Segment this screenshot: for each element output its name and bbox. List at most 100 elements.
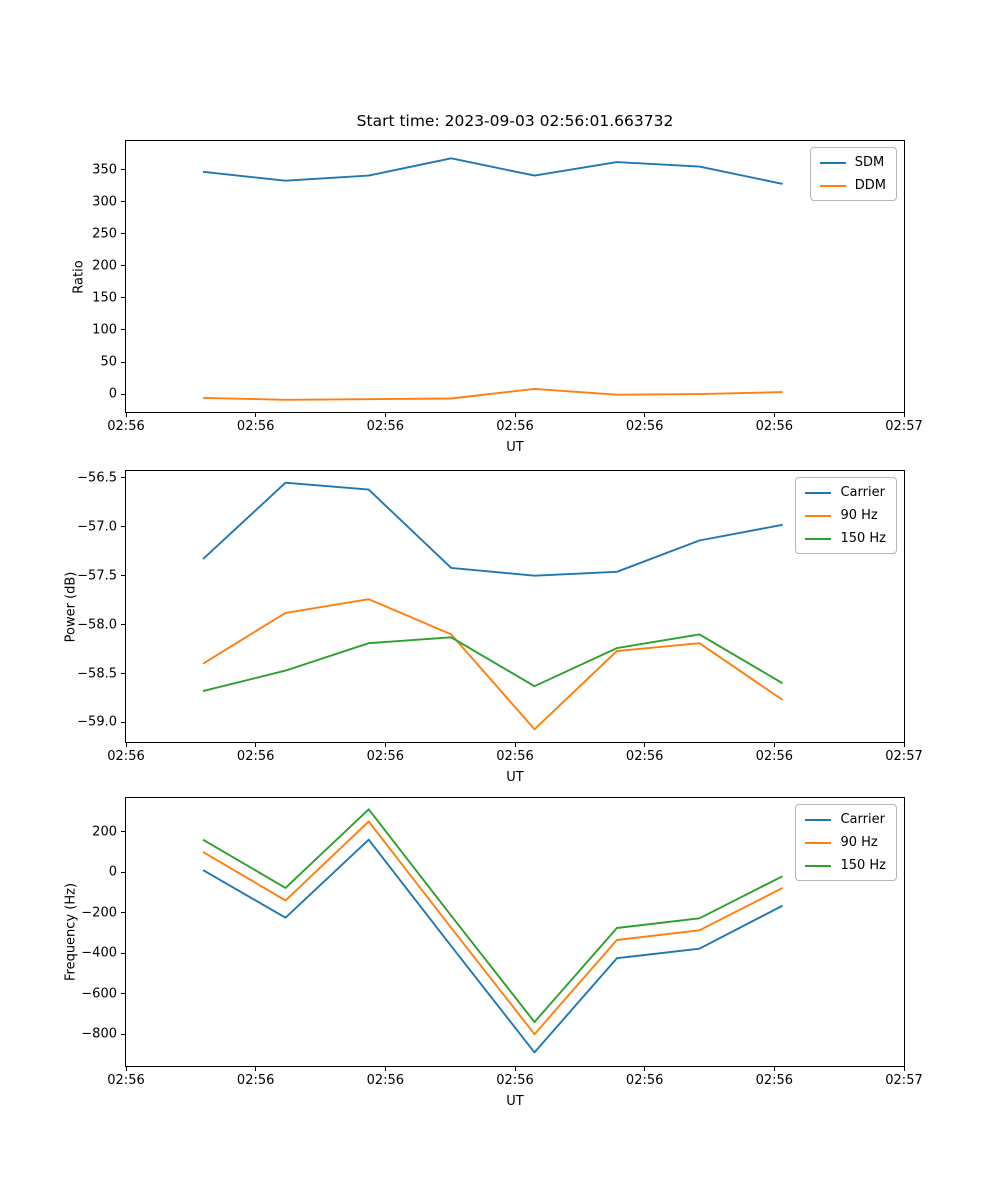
legend-line-sample	[805, 864, 832, 867]
legend-label: Carrier	[840, 812, 885, 827]
x-tick-label: 02:56	[366, 749, 405, 764]
legend-line-sample	[805, 841, 832, 844]
axes-box: 02:56 02:56 02:56 02:56 02:56 02:56 02:57 200 0 −…	[81, 797, 923, 1088]
x-tick-label: 02:56	[107, 419, 145, 434]
y-tick-mark	[121, 575, 125, 577]
line-series-svg	[202, 157, 783, 401]
series-line-carrier	[202, 838, 784, 1054]
legend-entry: 90 Hz	[805, 508, 886, 523]
series-line-sdm	[202, 157, 783, 185]
y-tick-mark	[121, 624, 125, 626]
x-axis-label: UT	[506, 1094, 524, 1109]
legend-line-sample	[805, 537, 832, 540]
x-tick-mark	[773, 1067, 775, 1071]
x-tick-label: 02:57	[885, 749, 923, 764]
x-tick-mark	[514, 1067, 516, 1071]
legend: SDM DDM	[809, 147, 897, 201]
y-tick-label: 150	[92, 290, 117, 306]
legend-entry: DDM	[819, 178, 886, 193]
x-tick-mark	[125, 743, 127, 747]
x-tick-label: 02:56	[755, 419, 794, 434]
legend-line-sample	[819, 184, 846, 187]
legend-label: Carrier	[840, 485, 885, 500]
x-tick-mark	[255, 1067, 257, 1071]
legend-line-sample	[805, 818, 832, 821]
y-tick-mark	[121, 1033, 125, 1035]
x-tick-label: 02:56	[496, 419, 534, 434]
x-axis-label: UT	[506, 440, 524, 455]
y-tick-mark	[121, 297, 125, 299]
legend: Carrier 90 Hz 150 Hz	[795, 804, 897, 881]
legend-entry: Carrier	[805, 485, 886, 500]
legend-label: 150 Hz	[840, 531, 886, 546]
legend-line-sample	[805, 514, 832, 517]
series-line-ddm	[202, 387, 783, 401]
x-tick-label: 02:56	[755, 1073, 794, 1088]
line-series-svg	[202, 808, 784, 1054]
x-tick-mark	[644, 413, 646, 417]
y-tick-mark	[121, 265, 125, 267]
x-tick-label: 02:56	[366, 419, 405, 434]
x-tick-mark	[773, 743, 775, 747]
x-tick-mark	[514, 743, 516, 747]
legend-line-sample	[805, 491, 832, 494]
series-line-150-hz	[202, 808, 784, 1023]
y-tick-label: −600	[81, 986, 117, 1002]
legend-entry: SDM	[819, 155, 886, 170]
x-tick-mark	[255, 743, 257, 747]
x-tick-mark	[384, 743, 386, 747]
y-tick-label: 200	[92, 824, 117, 840]
legend: Carrier 90 Hz 150 Hz	[795, 477, 897, 554]
y-tick-mark	[121, 361, 125, 363]
series-line-90-hz	[202, 820, 784, 1036]
y-tick-mark	[121, 329, 125, 331]
y-tick-label: −800	[81, 1026, 117, 1042]
subplot-ratio: Ratio 02:56 02:56 02:56 02:56 02:56 02:56 02:5…	[72, 140, 923, 455]
legend-label: DDM	[854, 178, 886, 193]
y-tick-mark	[121, 393, 125, 395]
y-tick-label: 0	[108, 386, 117, 402]
x-tick-label: 02:57	[885, 1073, 923, 1088]
x-axis-label: UT	[506, 770, 524, 785]
legend-entry: 150 Hz	[805, 531, 886, 546]
subplot-frequency: Frequency (Hz) 02:56 02:56 02:56 02:56 02:56…	[64, 797, 923, 1109]
axes-box: 02:56 02:56 02:56 02:56 02:56 02:56 02:57 350 30…	[92, 140, 923, 434]
y-tick-label: −400	[81, 945, 117, 961]
x-tick-label: 02:56	[496, 1073, 534, 1088]
x-tick-mark	[514, 413, 516, 417]
x-tick-mark	[903, 1067, 905, 1071]
x-tick-label: 02:56	[236, 749, 275, 764]
y-tick-label: −57.5	[77, 568, 117, 584]
x-tick-mark	[903, 743, 905, 747]
series-line-150-hz	[202, 633, 784, 693]
x-tick-mark	[384, 413, 386, 417]
y-tick-label: 50	[100, 354, 117, 370]
legend-line-sample	[819, 161, 846, 164]
x-tick-label: 02:57	[885, 419, 923, 434]
y-tick-mark	[121, 871, 125, 873]
y-tick-mark	[121, 831, 125, 833]
x-tick-label: 02:56	[107, 1073, 145, 1088]
legend-label: SDM	[854, 155, 885, 170]
y-tick-label: 300	[92, 194, 117, 210]
x-tick-mark	[384, 1067, 386, 1071]
axes-box: 02:56 02:56 02:56 02:56 02:56 02:56 02:57 −56.5…	[77, 470, 923, 764]
series-line-carrier	[202, 481, 783, 577]
x-tick-label: 02:56	[625, 749, 664, 764]
x-tick-mark	[644, 743, 646, 747]
y-tick-label: −59.0	[77, 714, 117, 730]
y-tick-mark	[121, 721, 125, 723]
y-tick-label: −58.5	[77, 666, 117, 682]
legend-label: 90 Hz	[840, 835, 878, 850]
subplot-power: Power (dB) 02:56 02:56 02:56 02:56 02:56 02:5…	[64, 470, 923, 785]
y-tick-label: −200	[81, 905, 117, 921]
y-tick-mark	[121, 233, 125, 235]
x-tick-mark	[903, 413, 905, 417]
x-tick-label: 02:56	[236, 419, 275, 434]
y-tick-mark	[121, 526, 125, 528]
y-tick-mark	[121, 477, 125, 479]
y-axis-label: Ratio	[71, 259, 87, 294]
y-tick-mark	[121, 993, 125, 995]
x-tick-mark	[773, 413, 775, 417]
